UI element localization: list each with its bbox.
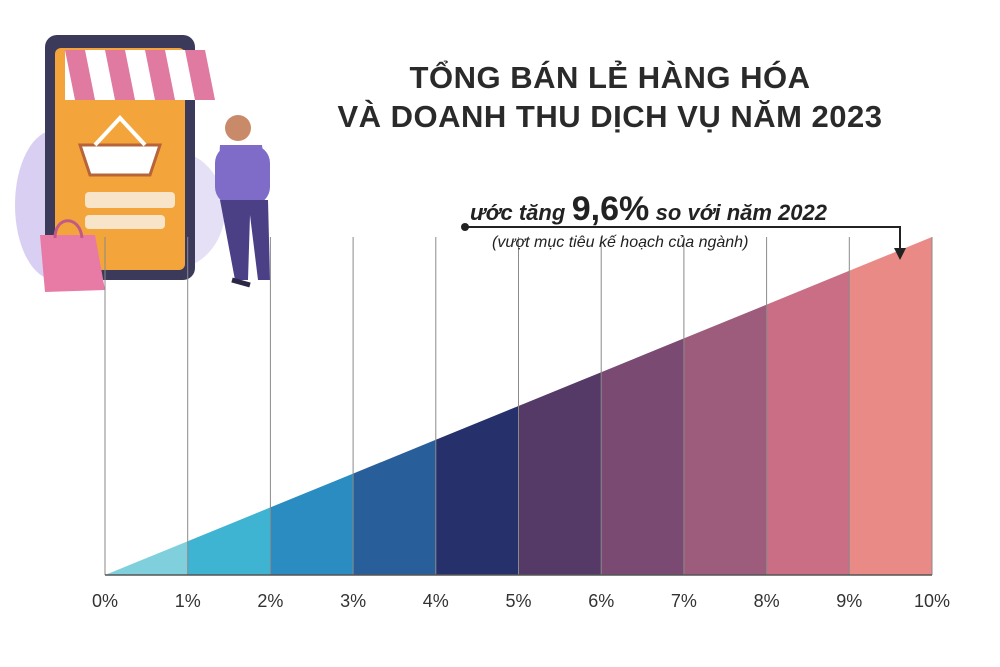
- chart-title-line-2: VÀ DOANH THU DỊCH VỤ NĂM 2023: [337, 99, 883, 134]
- area-band: [187, 507, 271, 575]
- x-tick-label: 8%: [754, 591, 780, 611]
- annotation-prefix: ước tăng: [470, 200, 566, 225]
- area-band: [518, 372, 602, 575]
- x-tick-label: 10%: [914, 591, 950, 611]
- awning-icon: [65, 50, 225, 100]
- annotation-subtext: (vượt mục tiêu kế hoạch của ngành): [492, 234, 749, 251]
- x-tick-label: 7%: [671, 591, 697, 611]
- growth-annotation: ước tăng 9,6% so với năm 2022: [470, 190, 890, 229]
- x-tick-label: 9%: [836, 591, 862, 611]
- chart-title-line-1: TỔNG BÁN LẺ HÀNG HÓA: [409, 60, 811, 95]
- input-bar-icon: [85, 192, 175, 208]
- input-bar-icon: [85, 215, 165, 229]
- x-tick-label: 5%: [505, 591, 531, 611]
- basket-icon: [77, 115, 163, 177]
- annotation-value: 9,6%: [571, 190, 650, 228]
- area-band: [683, 304, 767, 575]
- area-band: [105, 541, 188, 575]
- annotation-arrow: [461, 223, 906, 260]
- annotation-suffix: so với năm 2022: [655, 200, 827, 225]
- shopping-app-illustration: [15, 35, 270, 292]
- person-icon: [215, 115, 270, 288]
- x-tick-label: 6%: [588, 591, 614, 611]
- area-band: [435, 406, 519, 575]
- area-band: [766, 270, 850, 575]
- shopping-bag-icon: [40, 219, 105, 292]
- area-band: [601, 338, 684, 575]
- area-band: [849, 237, 932, 575]
- x-tick-label: 0%: [92, 591, 118, 611]
- area-band: [353, 439, 436, 575]
- x-tick-label: 1%: [175, 591, 201, 611]
- x-tick-label: 3%: [340, 591, 366, 611]
- x-tick-label: 2%: [257, 591, 283, 611]
- area-band: [270, 473, 354, 575]
- x-tick-label: 4%: [423, 591, 449, 611]
